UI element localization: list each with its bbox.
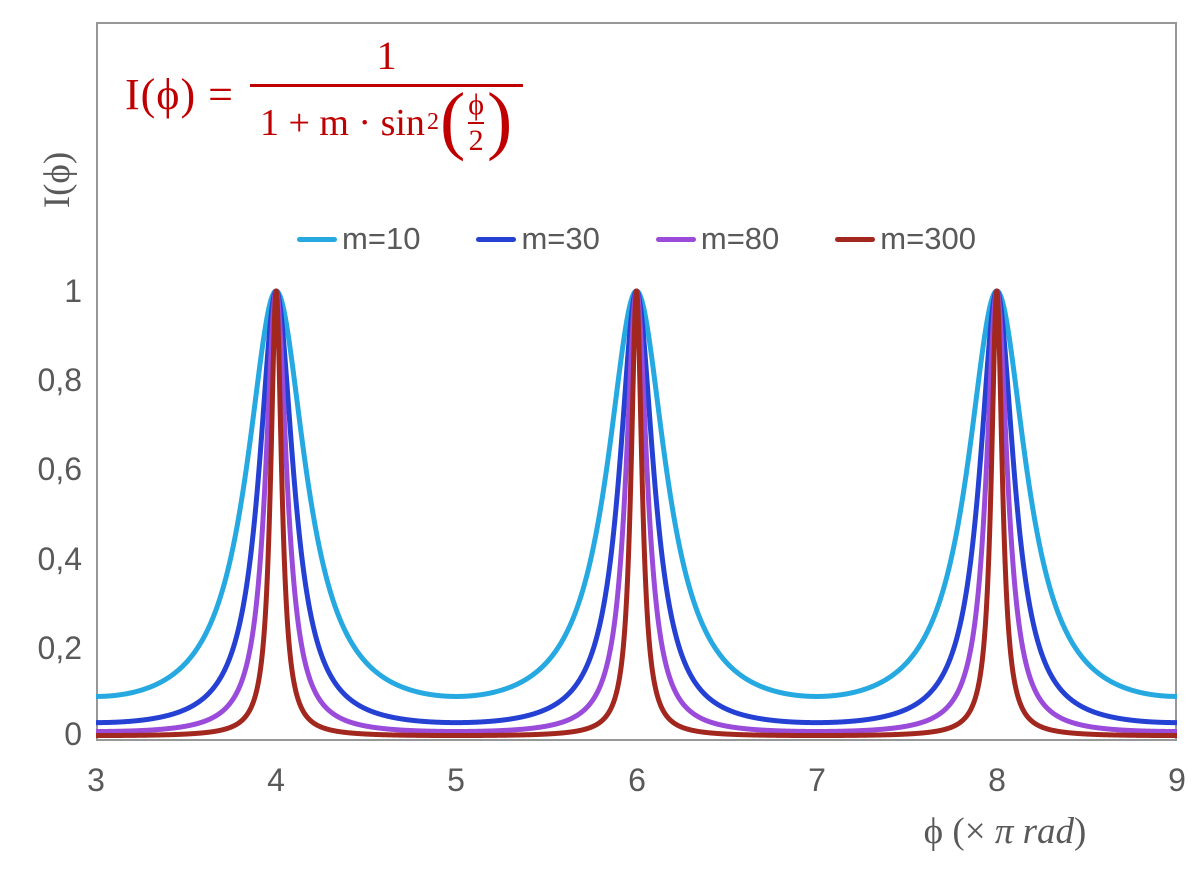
formula-inner-fraction: ϕ 2 — [468, 88, 485, 157]
legend-label-m30: m=30 — [521, 221, 600, 256]
legend-line-m80-icon — [655, 236, 696, 242]
x-tick-5: 5 — [447, 762, 465, 798]
legend-entry-m10: m=10 — [297, 221, 420, 257]
formula-lhs: I(ϕ) = — [125, 69, 234, 119]
curve-m-30 — [96, 288, 1177, 726]
formula-open-paren: ( — [439, 78, 466, 163]
y-tick-0_8: 0,8 — [37, 362, 82, 398]
formula-sin-exponent: 2 — [426, 109, 439, 136]
formula-inner-denominator: 2 — [468, 124, 484, 157]
formula: I(ϕ) = 1 1 + m · sin 2 ( ϕ 2 ) — [125, 32, 524, 163]
x-axis-units: π rad — [994, 811, 1075, 852]
formula-numerator: 1 — [376, 33, 397, 78]
x-tick-7: 7 — [808, 762, 826, 798]
formula-denominator: 1 + m · sin 2 ( ϕ 2 ) — [250, 78, 523, 163]
formula-fraction-bar — [249, 84, 524, 87]
x-tick-8: 8 — [988, 762, 1006, 798]
x-axis-close: ) — [1074, 811, 1087, 852]
x-tick-3: 3 — [87, 762, 105, 798]
legend-label-m80: m=80 — [700, 221, 780, 256]
y-tick-0_4: 0,4 — [37, 541, 82, 577]
formula-denominator-text: 1 + m · sin — [259, 101, 425, 144]
legend-line-m300-icon — [835, 236, 876, 242]
curve-m-300 — [96, 288, 1177, 739]
y-tick-0: 0 — [64, 716, 82, 752]
legend-line-m30-icon — [476, 236, 517, 242]
legend: m=10 m=30 m=80 m=300 — [96, 221, 1177, 257]
legend-entry-m80: m=80 — [655, 221, 780, 257]
formula-inner-numerator: ϕ — [468, 88, 485, 121]
y-axis-title: I(ϕ) — [37, 151, 78, 209]
x-tick-9: 9 — [1168, 762, 1186, 798]
y-tick-0_6: 0,6 — [37, 451, 82, 487]
legend-line-m10-icon — [297, 236, 338, 242]
y-tick-1: 1 — [64, 273, 82, 309]
plot-area — [96, 22, 1177, 741]
legend-label-m10: m=10 — [342, 221, 421, 256]
formula-close-paren: ) — [487, 78, 513, 163]
plot-svg — [96, 288, 1177, 739]
legend-label-m300: m=300 — [880, 221, 976, 256]
legend-entry-m300: m=300 — [835, 221, 976, 257]
x-axis-symbol: ϕ — [923, 811, 953, 852]
legend-entry-m30: m=30 — [476, 221, 600, 257]
x-tick-6: 6 — [628, 762, 646, 798]
x-tick-4: 4 — [267, 762, 285, 798]
formula-fraction: 1 1 + m · sin 2 ( ϕ 2 ) — [249, 32, 524, 163]
formula-inner-fraction-bar — [468, 121, 485, 124]
curve-m-80 — [96, 288, 1177, 734]
y-tick-0_2: 0,2 — [37, 630, 82, 666]
x-axis-open: (× — [952, 811, 995, 852]
x-axis-title: ϕ (× π rad) — [850, 810, 1160, 853]
